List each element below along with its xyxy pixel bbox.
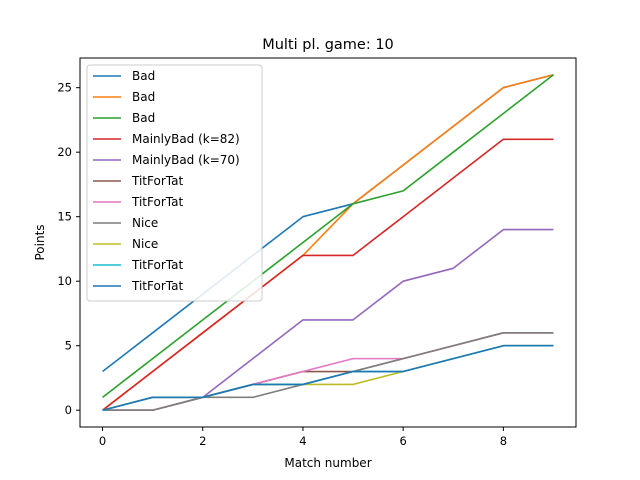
- y-tick-label: 10: [57, 274, 72, 288]
- legend-label: Nice: [132, 237, 158, 251]
- chart-title: Multi pl. game: 10: [262, 37, 394, 53]
- x-tick-label: 0: [99, 434, 106, 448]
- x-tick-label: 6: [399, 434, 406, 448]
- legend-label: Bad: [132, 69, 155, 83]
- x-tick-label: 8: [500, 434, 507, 448]
- series-line-10: [102, 344, 554, 412]
- y-tick-label: 5: [65, 339, 72, 353]
- legend-label: Bad: [132, 90, 155, 104]
- series-line-3: [102, 138, 554, 411]
- x-tick-label: 2: [199, 434, 206, 448]
- legend-box: [86, 64, 263, 302]
- axes-frame: [79, 57, 577, 428]
- legend-label: TitForTat: [131, 279, 183, 293]
- y-axis-ticks: 0 5 10 15 20 25: [57, 81, 80, 417]
- y-tick-label: 15: [57, 210, 72, 224]
- legend-label: Nice: [132, 216, 158, 230]
- series-line-2: [102, 74, 554, 398]
- legend-label: MainlyBad (k=82): [132, 132, 240, 146]
- y-axis-label: Points: [33, 224, 47, 260]
- legend-label: TitForTat: [131, 258, 183, 272]
- y-tick-label: 25: [57, 81, 72, 95]
- legend-label: Bad: [132, 111, 155, 125]
- y-tick-label: 0: [65, 403, 72, 417]
- x-tick-label: 4: [299, 434, 306, 448]
- y-tick-label: 20: [57, 145, 72, 159]
- legend-label: MainlyBad (k=70): [132, 153, 240, 167]
- series-lines: [102, 73, 554, 412]
- legend-label: TitForTat: [131, 174, 183, 188]
- legend-label: TitForTat: [131, 195, 183, 209]
- legend: Bad Bad Bad MainlyBad (k=82) MainlyBad (k=70…: [86, 64, 263, 302]
- x-axis-label: Match number: [284, 456, 371, 470]
- x-axis-ticks: 0 2 4 6 8: [99, 427, 507, 448]
